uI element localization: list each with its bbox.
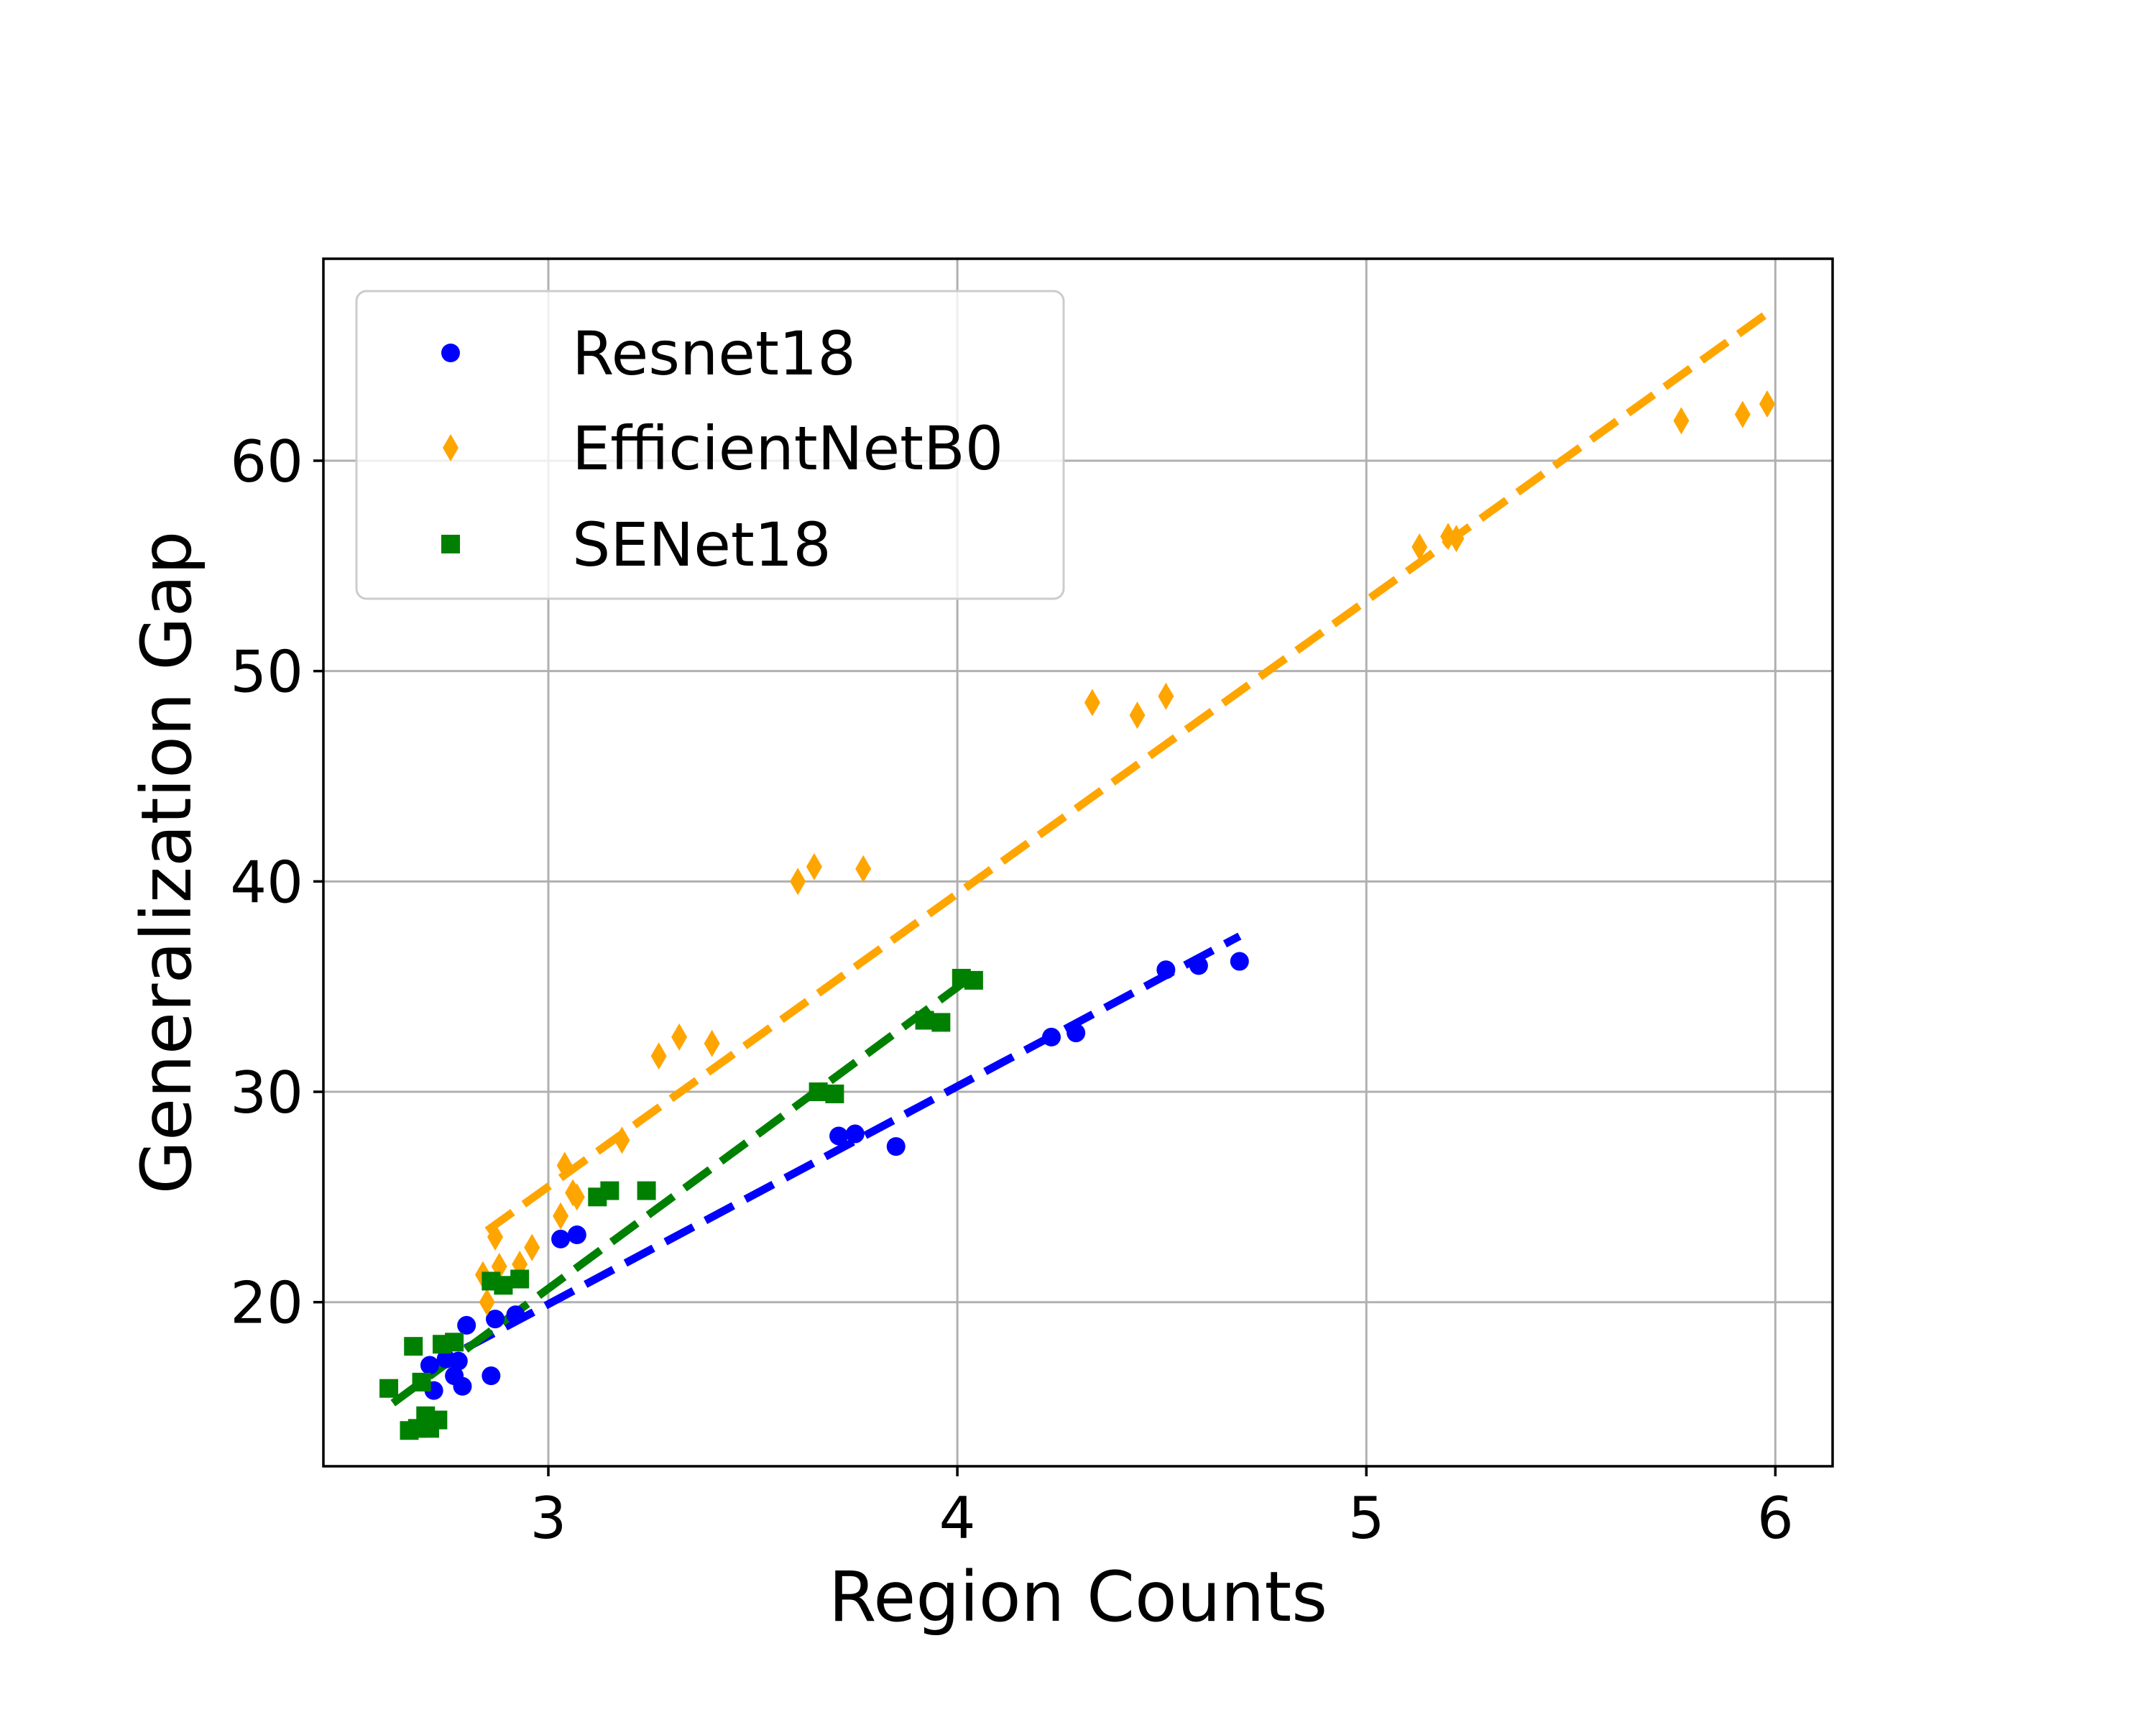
data-point-resnet18 [453,1376,472,1396]
trend-line-resnet18 [423,932,1242,1374]
x-axis-title: Region Counts [829,1557,1327,1637]
legend-label-efficientnetb0: EfficientNetB0 [572,413,1003,484]
y-axis-title: Generalization Gap [126,531,207,1195]
y-tick-label: 60 [230,428,303,495]
data-point-efficientnetb0 [704,1029,720,1057]
data-point-resnet18 [482,1366,501,1386]
data-point-senet18 [412,1372,431,1392]
legend-marker-resnet18 [441,344,460,362]
data-point-efficientnetb0 [1129,702,1146,730]
data-point-resnet18 [420,1356,439,1375]
data-point-efficientnetb0 [650,1042,667,1070]
trend-lines [390,310,1770,1407]
y-tick-label: 30 [230,1059,303,1126]
data-point-senet18 [445,1333,464,1352]
data-point-efficientnetb0 [1673,407,1690,435]
data-point-senet18 [964,970,983,990]
data-point-resnet18 [845,1124,865,1144]
data-point-efficientnetb0 [553,1202,569,1230]
data-point-senet18 [494,1276,513,1295]
data-point-efficientnetb0 [479,1288,495,1316]
data-point-efficientnetb0 [614,1126,630,1154]
data-point-senet18 [915,1011,934,1030]
data-point-resnet18 [1189,956,1208,975]
legend-marker-senet18 [441,535,460,553]
data-point-efficientnetb0 [1411,533,1428,561]
data-point-resnet18 [567,1225,586,1245]
trend-line-efficientnetb0 [484,310,1770,1234]
data-point-resnet18 [506,1305,525,1325]
data-point-senet18 [404,1337,423,1356]
data-point-senet18 [600,1181,619,1200]
data-point-efficientnetb0 [568,1183,585,1211]
legend-marker-efficientnetb0 [443,434,459,461]
data-point-efficientnetb0 [1158,682,1174,710]
data-point-senet18 [825,1084,844,1103]
data-point-resnet18 [1156,960,1176,980]
data-point-efficientnetb0 [855,855,872,883]
data-point-resnet18 [829,1126,849,1146]
y-tick-label: 40 [230,849,303,916]
legend-label-senet18: SENet18 [572,510,831,580]
y-tick-label: 20 [230,1270,303,1337]
data-point-resnet18 [1230,952,1249,971]
data-point-efficientnetb0 [556,1151,573,1179]
data-point-efficientnetb0 [790,868,806,896]
data-point-efficientnetb0 [1734,400,1751,428]
data-point-senet18 [637,1181,656,1200]
data-point-efficientnetb0 [671,1023,688,1051]
data-point-senet18 [379,1379,399,1398]
data-point-efficientnetb0 [1448,525,1465,553]
x-tick-label: 5 [1348,1485,1385,1552]
data-point-senet18 [808,1082,828,1102]
legend: Resnet18 EfficientNetB0 SENet18 [355,290,1065,600]
legend-box [355,290,1065,600]
data-point-senet18 [428,1410,448,1430]
legend-label-resnet18: Resnet18 [572,318,856,389]
data-point-senet18 [510,1269,530,1289]
x-tick-label: 6 [1757,1485,1794,1552]
data-point-resnet18 [886,1137,906,1156]
data-point-efficientnetb0 [1759,390,1775,418]
data-point-resnet18 [457,1315,476,1335]
x-tick-label: 4 [939,1485,976,1552]
data-point-resnet18 [486,1310,505,1329]
data-point-efficientnetb0 [1084,689,1100,717]
data-point-resnet18 [448,1351,468,1371]
data-point-efficientnetb0 [487,1223,504,1251]
data-point-resnet18 [551,1229,571,1248]
data-points [379,390,1775,1440]
data-point-efficientnetb0 [524,1233,540,1261]
data-point-senet18 [931,1013,951,1032]
data-point-efficientnetb0 [806,852,822,880]
axis-ticks: 3 4 5 6 20 30 40 50 60 [230,428,1794,1552]
data-point-resnet18 [1067,1024,1086,1043]
trend-line-senet18 [390,975,972,1407]
x-tick-label: 3 [530,1485,567,1552]
data-point-resnet18 [1042,1027,1061,1046]
y-tick-label: 50 [230,639,303,706]
plot-frame [322,257,1834,1468]
